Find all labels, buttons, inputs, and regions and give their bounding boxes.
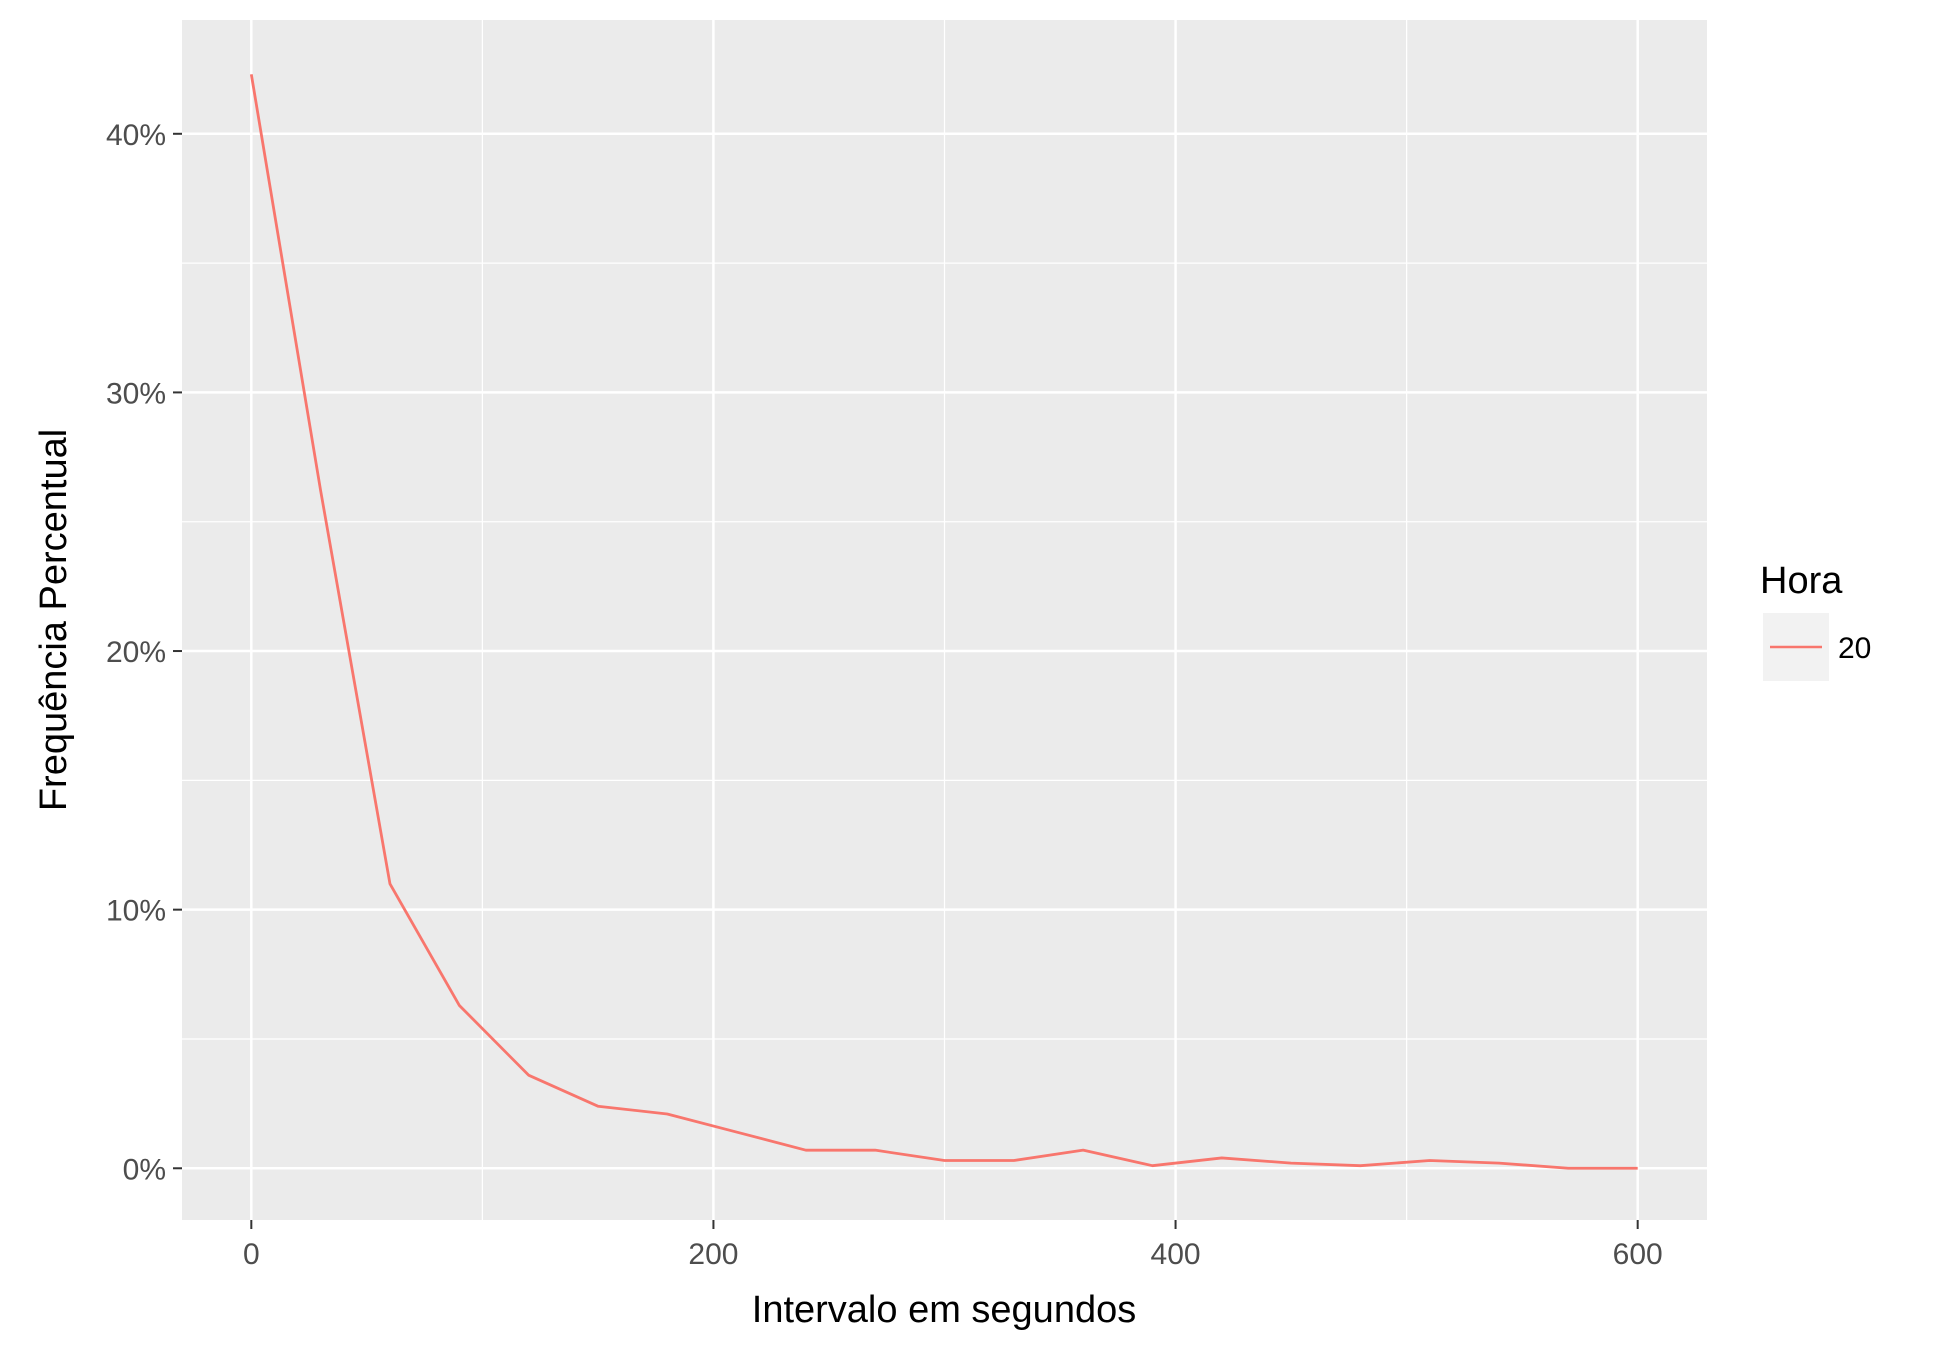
legend-title: Hora	[1760, 560, 1843, 602]
series-line-20	[249, 74, 1638, 1170]
y-tick-label: 0%	[123, 1153, 166, 1186]
minor-gridlines	[182, 20, 1707, 1220]
series-layer	[249, 74, 1638, 1170]
y-tick-labels: 0% 10% 20% 30% 40%	[106, 119, 166, 1186]
x-tick-label: 400	[1151, 1238, 1201, 1271]
x-tick-label: 0	[243, 1238, 260, 1271]
x-tick-label: 600	[1613, 1238, 1663, 1271]
x-axis-title: Intervalo em segundos	[752, 1289, 1136, 1331]
y-tick-label: 40%	[106, 119, 166, 152]
y-tick-label: 20%	[106, 636, 166, 669]
legend: Hora 20	[1760, 560, 1871, 681]
y-tick-label: 30%	[106, 377, 166, 410]
axis-ticks	[173, 132, 1639, 1229]
y-tick-label: 10%	[106, 895, 166, 928]
x-tick-label: 200	[688, 1238, 738, 1271]
x-tick-labels: 0 200 400 600	[243, 1238, 1663, 1271]
y-axis-title: Frequência Percentual	[33, 429, 75, 811]
legend-label-20: 20	[1838, 632, 1871, 665]
major-gridlines	[182, 20, 1707, 1220]
